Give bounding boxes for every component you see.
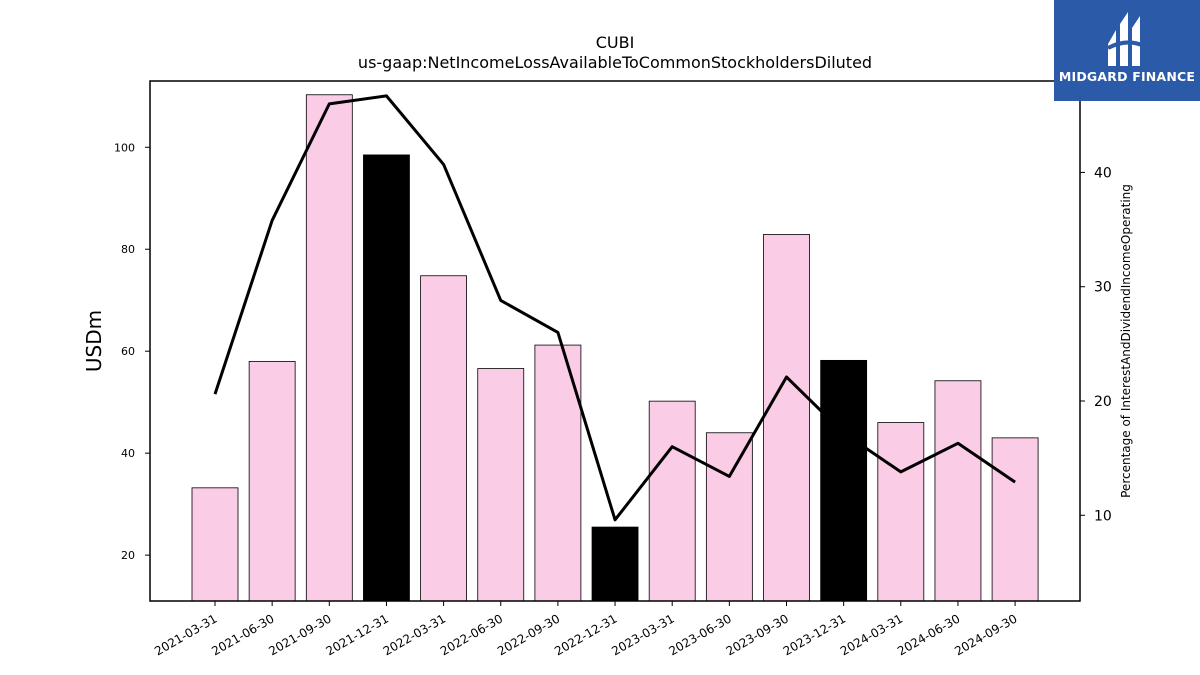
bar-2023-09-30 [763,234,810,602]
chart-title: CUBI [596,33,635,52]
x-tick-label: 2021-09-30 [266,611,333,658]
x-tick-label: 2022-06-30 [438,611,505,658]
x-tick-label: 2022-12-31 [552,611,619,658]
y2-axis-label: Percentage of InterestAndDividendIncomeO… [1119,184,1133,498]
bar-2021-06-30 [248,360,296,602]
bar-2022-12-31 [591,526,639,602]
chart-subtitle: us-gaap:NetIncomeLossAvailableToCommonSt… [358,53,872,72]
logo-text: MIDGARD FINANCE [1058,69,1196,84]
company-logo: MIDGARD FINANCE [1054,0,1200,101]
x-tick-label: 2024-09-30 [952,611,1019,658]
x-tick-label: 2021-12-31 [324,611,391,658]
y2-tick-label: 30 [1094,280,1112,296]
x-tick-label: 2023-03-31 [609,611,676,658]
bar-2024-03-31 [877,422,925,602]
line-group [213,94,1016,522]
bar-2021-09-30 [305,94,353,602]
y-tick-label: 60 [121,345,135,358]
x-tick-label: 2024-06-30 [895,611,962,658]
x-tick-label: 2023-09-30 [724,611,791,658]
bar-2022-03-31 [420,275,468,602]
y-tick-label: 100 [114,141,135,154]
y-axis-label: USDm [82,310,106,372]
bar-2021-12-31 [363,154,410,602]
y2-tick-label: 40 [1094,165,1112,181]
x-tick-label: 2021-06-30 [209,611,276,658]
bar-2024-06-30 [934,380,982,602]
x-tick-label: 2023-06-30 [666,611,733,658]
x-tick-label: 2021-03-31 [152,611,219,658]
bar-2024-09-30 [991,437,1039,602]
x-tick-label: 2024-03-31 [838,611,905,658]
right-axis: 10 20 30 40 [1080,165,1112,524]
y2-tick-label: 20 [1094,394,1112,410]
bar-2021-03-31 [191,487,239,602]
y-tick-label: 80 [121,243,135,256]
midgard-logo-mark-icon [1107,12,1145,66]
y-tick-label: 40 [121,447,135,460]
x-tick-label: 2022-03-31 [381,611,448,658]
x-tick-label: 2022-09-30 [495,611,562,658]
x-axis: 2021-03-312021-06-302021-09-302021-12-31… [152,601,1020,658]
y-tick-label: 20 [121,549,135,562]
bar-group [191,94,1039,602]
bar-2023-03-31 [648,400,696,602]
left-axis: 20 40 60 80 100 [114,141,150,562]
y2-tick-label: 10 [1094,508,1112,524]
bar-2023-12-31 [820,359,868,602]
bar-2022-06-30 [477,368,525,602]
bar-2023-06-30 [705,432,753,602]
x-tick-label: 2023-12-31 [781,611,848,658]
